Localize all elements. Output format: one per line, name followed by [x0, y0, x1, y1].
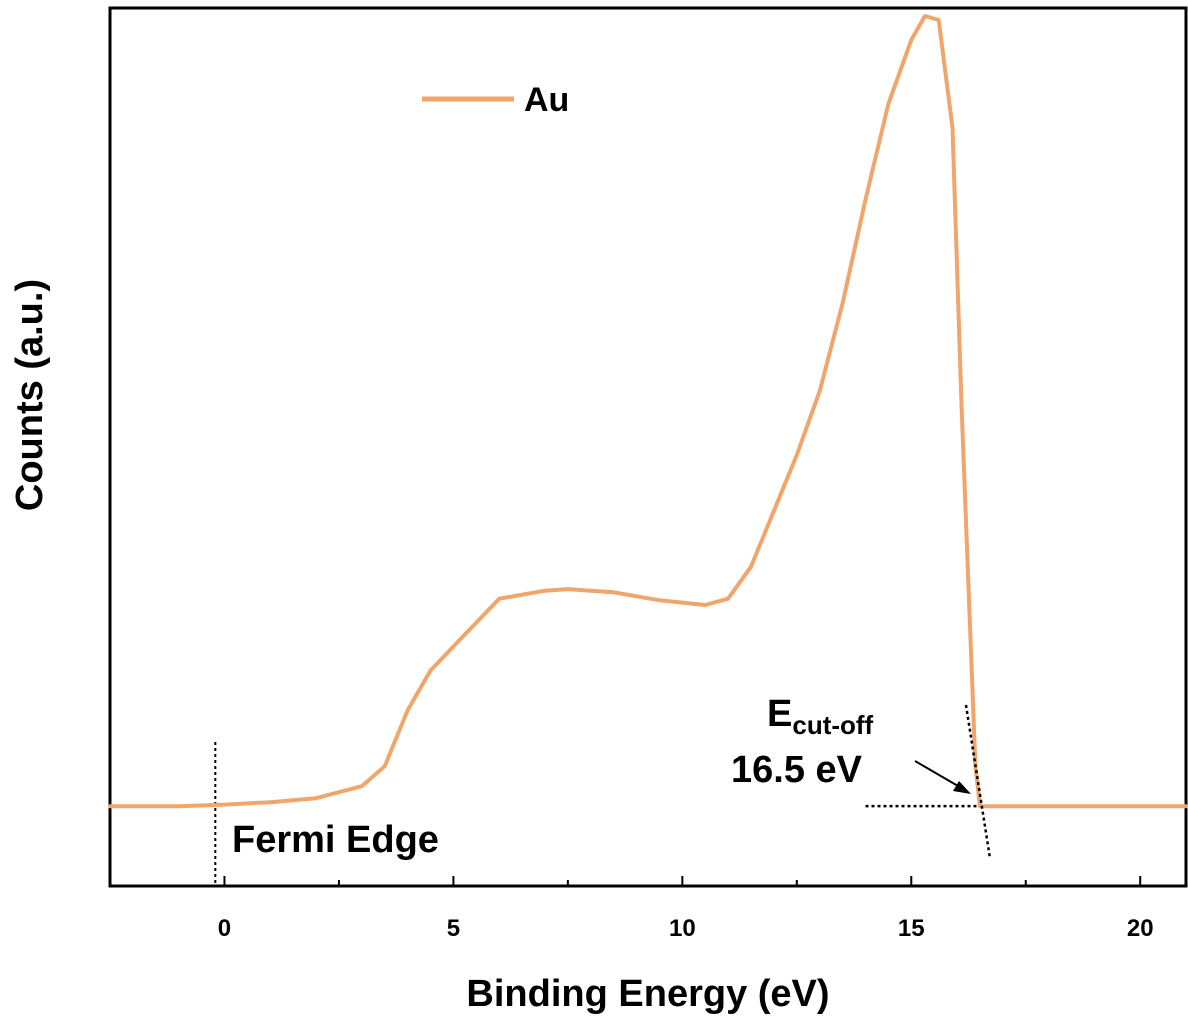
x-axis-tick-labels: 0 5 10 15 20	[218, 915, 1154, 942]
cutoff-subscript: cut-off	[792, 710, 873, 740]
plot-frame	[108, 6, 1188, 888]
x-tick-label: 5	[447, 915, 460, 942]
x-tick-label: 0	[218, 915, 231, 942]
x-axis-title: Binding Energy (eV)	[466, 973, 829, 1015]
x-tick-label: 15	[898, 915, 925, 942]
fermi-edge-label: Fermi Edge	[232, 819, 439, 861]
x-tick-label: 20	[1127, 915, 1154, 942]
cutoff-value-label: 16.5 eV	[731, 749, 863, 791]
cutoff-arrow-line	[914, 760, 959, 787]
x-axis-ticks	[109, 876, 1142, 886]
legend-label-au: Au	[524, 81, 569, 119]
x-tick-label: 10	[669, 915, 696, 942]
y-axis-title: Counts (a.u.)	[9, 279, 51, 511]
cutoff-symbol: E	[767, 693, 792, 735]
cutoff-edge-tangent	[964, 704, 992, 859]
series-au-line	[108, 14, 1188, 809]
cutoff-label: Ecut-off	[767, 693, 874, 740]
legend: Au	[422, 81, 569, 119]
cutoff-arrow-head	[953, 781, 971, 794]
